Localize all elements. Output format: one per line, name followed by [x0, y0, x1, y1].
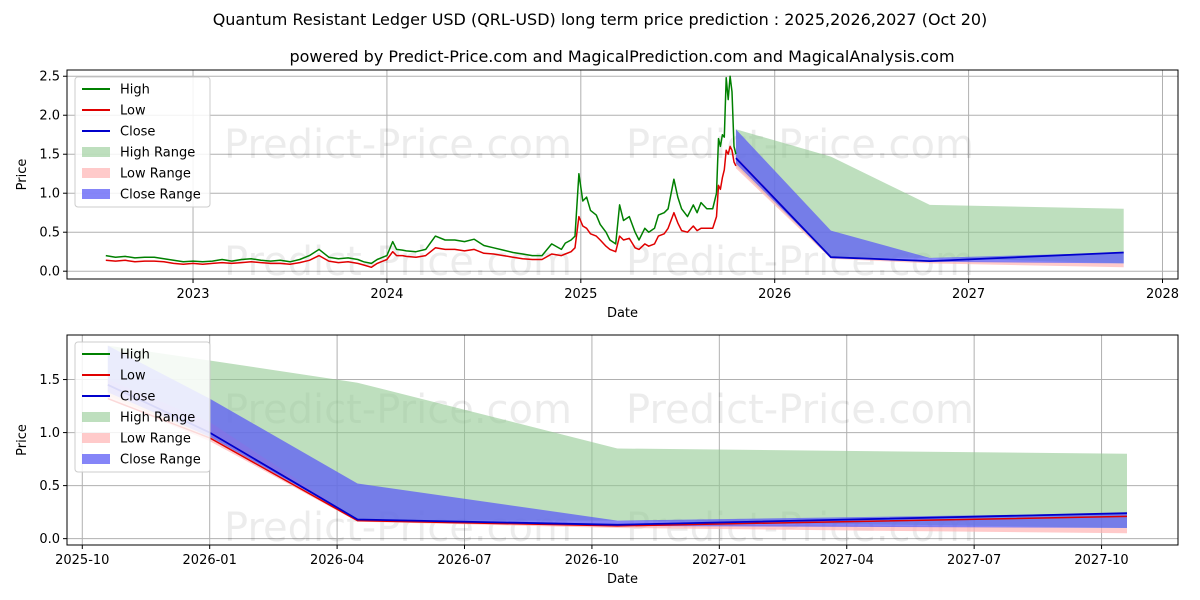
x-tick-label: 2026	[758, 287, 791, 302]
legend-close-range-swatch	[82, 189, 110, 199]
top-panel: Predict-Price.com Predict-Price.comPredic…	[15, 69, 1179, 321]
legend-close-range-label: Close Range	[120, 453, 201, 468]
watermark-text: Predict-Price.com	[626, 387, 974, 433]
legend-high-range-label: High Range	[120, 146, 195, 161]
x-tick-label: 2027-10	[1074, 553, 1128, 568]
axes-frame	[66, 334, 1179, 546]
watermark-text: Predict-Price.com	[224, 239, 572, 285]
x-axis-label: Date	[607, 572, 638, 587]
y-tick-label: 1.5	[39, 373, 60, 388]
legend-low-range-swatch	[82, 168, 110, 178]
x-tick-label: 2027-04	[820, 553, 874, 568]
chart-title: Quantum Resistant Ledger USD (QRL-USD) l…	[213, 10, 988, 29]
legend-close-range-label: Close Range	[120, 188, 201, 203]
y-tick-label: 2.0	[39, 109, 60, 124]
bottom-panel: Predict-Price.comPredict-Price.comPredic…	[15, 334, 1179, 587]
y-tick-label: 0.5	[39, 226, 60, 241]
x-tick-label: 2025-10	[55, 553, 109, 568]
y-tick-label: 2.5	[39, 70, 60, 85]
x-tick-label: 2026-07	[437, 553, 491, 568]
y-tick-label: 1.0	[39, 426, 60, 441]
x-tick-label: 2026-04	[310, 553, 364, 568]
y-tick-label: 1.5	[39, 148, 60, 163]
axes-frame	[66, 69, 1179, 280]
legend-low-label: Low	[120, 369, 146, 384]
x-tick-label: 2025	[564, 287, 597, 302]
low-series-line	[105, 145, 737, 269]
legend-high-range-swatch	[82, 147, 110, 157]
legend-high-label: High	[120, 348, 150, 363]
legend: High Low Close High Range Low Range Close Ran…	[74, 76, 211, 208]
y-axis-label: Price	[15, 159, 30, 191]
x-tick-label: 2027	[952, 287, 985, 302]
legend-close-range-swatch	[82, 454, 110, 464]
x-tick-label: 2023	[176, 287, 209, 302]
legend-low-range-label: Low Range	[120, 432, 191, 447]
x-tick-label: 2024	[370, 287, 403, 302]
y-axis-label: Price	[15, 424, 30, 456]
plot-area	[105, 75, 1124, 269]
y-tick-label: 1.0	[39, 187, 60, 202]
legend: High Low Close High Range Low Range Close Ran…	[74, 341, 211, 473]
x-tick-label: 2028	[1146, 287, 1179, 302]
legend-high-range-swatch	[82, 412, 110, 422]
high-series-line	[105, 75, 737, 265]
chart-subtitle: powered by Predict-Price.com and Magical…	[289, 47, 954, 66]
x-tick-label: 2026-10	[565, 553, 619, 568]
x-axis-label: Date	[607, 306, 638, 321]
high-range-band	[107, 345, 1128, 528]
high-range-band	[735, 129, 1124, 264]
y-tick-label: 0.5	[39, 479, 60, 494]
legend-low-label: Low	[120, 104, 146, 119]
close-forecast-line	[735, 157, 1124, 263]
y-tick-label: 0.0	[39, 265, 60, 280]
legend-high-range-label: High Range	[120, 411, 195, 426]
x-tick-label: 2026-01	[183, 553, 237, 568]
legend-low-range-label: Low Range	[120, 167, 191, 182]
x-tick-label: 2027-07	[947, 553, 1001, 568]
watermark-text: Predict-Price.com	[224, 122, 572, 168]
legend-low-range-swatch	[82, 433, 110, 443]
legend-close-label: Close	[120, 125, 155, 140]
x-tick-label: 2027-01	[692, 553, 746, 568]
y-tick-label: 0.0	[39, 532, 60, 547]
legend-high-label: High	[120, 83, 150, 98]
legend-close-label: Close	[120, 390, 155, 405]
